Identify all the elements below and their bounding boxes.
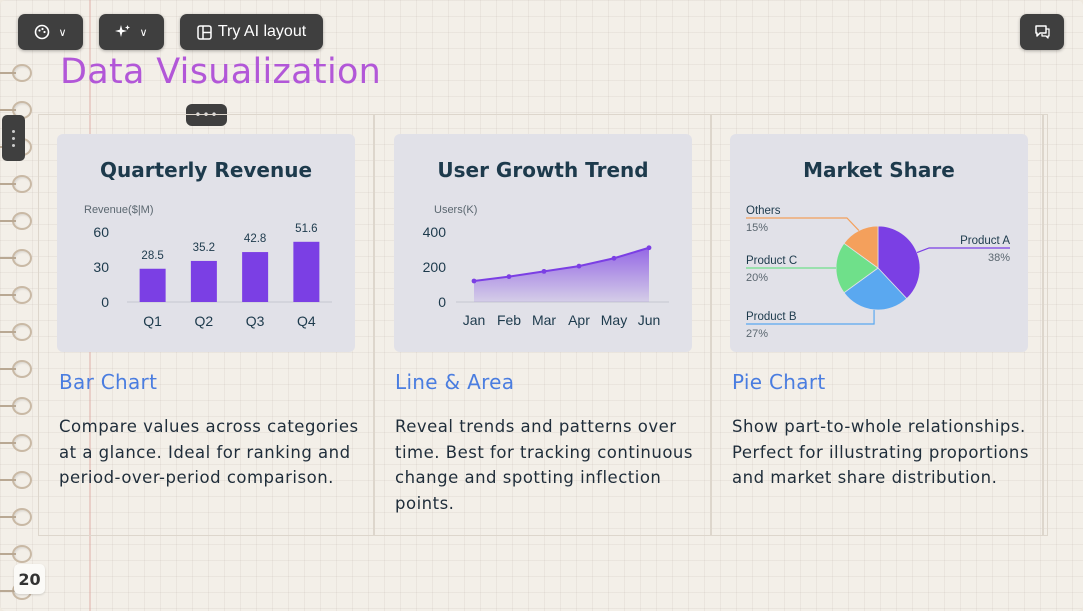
data-point	[471, 278, 477, 284]
binder-ring	[0, 212, 32, 230]
comments-button[interactable]	[1020, 14, 1064, 50]
x-tick-label: Apr	[568, 312, 590, 328]
binder-ring	[0, 471, 32, 489]
x-tick-label: Q2	[195, 313, 214, 329]
binder-ring	[0, 360, 32, 378]
card-title: Market Share	[803, 158, 955, 182]
bar	[139, 268, 166, 302]
area-fill	[474, 247, 649, 302]
binder-ring	[0, 64, 32, 82]
bar-chart-card[interactable]: Quarterly Revenue Revenue($|M) 60 30 0 28.5 Q…	[57, 134, 355, 352]
slice-name-label: Product A	[960, 235, 1010, 247]
slide-title[interactable]: Data Visualization	[60, 52, 382, 92]
x-tick-label: Feb	[497, 312, 521, 328]
column-divider	[1042, 114, 1044, 536]
y-tick-label: 0	[438, 294, 446, 310]
binder-ring	[0, 286, 32, 304]
pie-chart-heading[interactable]: Pie Chart	[732, 370, 826, 394]
column-divider	[710, 114, 712, 536]
y-axis-label: Users(K)	[434, 204, 477, 216]
pie-chart-description[interactable]: Show part-to-whole relationships. Perfec…	[732, 417, 1029, 487]
try-ai-layout-button[interactable]: Try AI layout	[180, 14, 323, 50]
sparkle-icon	[115, 24, 131, 40]
page-number: 20	[14, 564, 45, 594]
columns-frame	[38, 114, 1048, 536]
slice-percent-label: 15%	[746, 222, 768, 234]
bar-chart: Revenue($|M) 60 30 0 28.5 Q1 35.2 Q2 42.8 Q3 51.6 Q…	[84, 204, 332, 329]
leader-line	[916, 247, 1010, 254]
comment-icon	[1034, 24, 1051, 40]
bar-chart-description[interactable]: Compare values across categories at a gl…	[59, 417, 359, 487]
pie-slice	[877, 225, 921, 300]
area-chart: Users(K) 400 200 0 Jan Feb Mar Apr May Jun	[423, 204, 669, 328]
bar	[242, 252, 269, 302]
bar	[190, 260, 217, 302]
pie-chart-card[interactable]: Market Share Product A 38% Product B 27% Pro…	[730, 134, 1028, 352]
data-point	[506, 274, 512, 280]
data-point	[646, 245, 652, 251]
slice-percent-label: 27%	[746, 328, 768, 340]
x-tick-label: Mar	[532, 312, 556, 328]
x-tick-label: May	[601, 312, 627, 328]
binder-ring	[0, 397, 32, 415]
binder-ring	[0, 323, 32, 341]
palette-icon	[34, 24, 50, 40]
y-tick-label: 400	[423, 224, 447, 240]
y-axis-label: Revenue($|M)	[84, 204, 154, 216]
slice-name-label: Product C	[746, 255, 797, 267]
block-drag-handle[interactable]: •••	[186, 104, 227, 126]
bar-chart-heading[interactable]: Bar Chart	[59, 370, 158, 394]
side-drag-handle[interactable]	[2, 115, 25, 161]
area-chart-card[interactable]: User Growth Trend Users(K) 400 200 0 Jan Feb M…	[394, 134, 692, 352]
y-tick-label: 30	[93, 259, 109, 275]
x-tick-label: Q3	[246, 313, 265, 329]
y-tick-label: 200	[423, 259, 447, 275]
y-tick-label: 0	[101, 294, 109, 310]
slice-name-label: Others	[746, 205, 781, 217]
series-line	[473, 246, 650, 282]
binder-ring	[0, 434, 32, 452]
x-tick-label: Jun	[638, 312, 661, 328]
binder-ring	[0, 175, 32, 193]
y-tick-label: 60	[93, 224, 109, 240]
leader-line	[746, 217, 860, 231]
data-point	[611, 255, 617, 261]
ai-button[interactable]: ∨	[99, 14, 164, 50]
x-tick-label: Jan	[463, 312, 486, 328]
line-area-description[interactable]: Reveal trends and patterns over time. Be…	[395, 417, 693, 513]
bar-value-label: 28.5	[141, 250, 163, 262]
data-point	[576, 263, 582, 269]
bar	[293, 241, 320, 302]
layout-icon	[197, 24, 212, 40]
chevron-down-icon: ∨	[139, 26, 148, 39]
bar-value-label: 42.8	[244, 233, 266, 245]
slice-percent-label: 20%	[746, 272, 768, 284]
data-point	[541, 268, 547, 274]
card-title: User Growth Trend	[437, 158, 649, 182]
bar-value-label: 35.2	[193, 242, 215, 254]
leader-line	[746, 309, 875, 325]
slice-percent-label: 38%	[988, 252, 1010, 264]
binder-ring	[0, 545, 32, 563]
binder-ring	[0, 508, 32, 526]
bar-value-label: 51.6	[295, 223, 317, 235]
theme-button[interactable]: ∨	[18, 14, 83, 50]
pie-chart: Product A 38% Product B 27% Product C 20% Othe…	[746, 205, 1010, 340]
binder-ring	[0, 249, 32, 267]
chevron-down-icon: ∨	[58, 26, 67, 39]
column-divider	[373, 114, 375, 536]
line-area-heading[interactable]: Line & Area	[395, 370, 515, 394]
x-tick-label: Q1	[143, 313, 162, 329]
slice-name-label: Product B	[746, 311, 797, 323]
card-title: Quarterly Revenue	[99, 158, 313, 182]
try-ai-layout-label: Try AI layout	[217, 23, 307, 40]
x-tick-label: Q4	[297, 313, 316, 329]
